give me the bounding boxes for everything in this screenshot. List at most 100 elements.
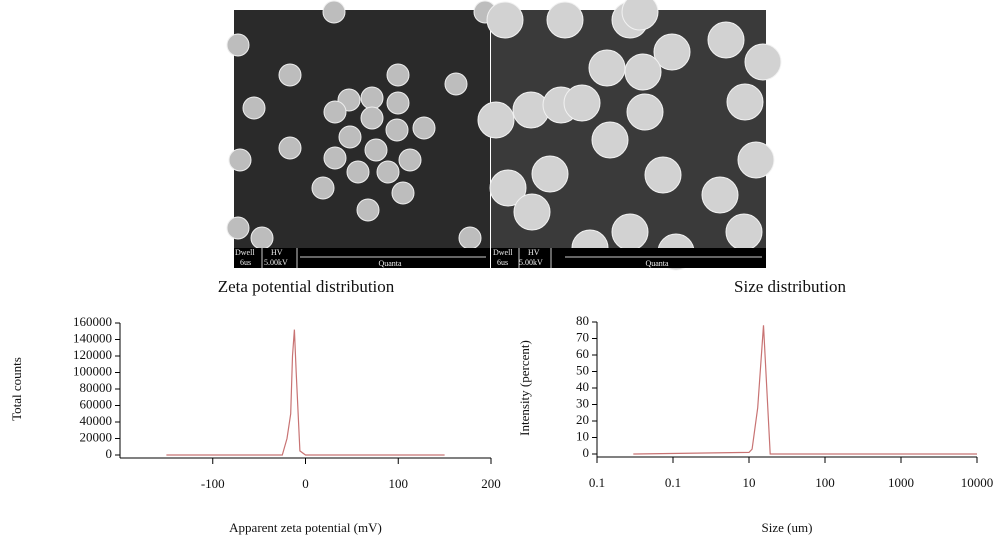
particle bbox=[338, 125, 362, 149]
hv: 5.00kV bbox=[519, 258, 543, 267]
y-tick-label: 140000 bbox=[73, 330, 112, 345]
dwell: 6us bbox=[497, 258, 508, 267]
particle bbox=[360, 106, 384, 130]
hv: 5.00kV bbox=[264, 258, 288, 267]
particle bbox=[726, 83, 764, 121]
y-tick-label: 120000 bbox=[73, 347, 112, 362]
y-axis-label: Intensity (percent) bbox=[517, 340, 532, 436]
particle bbox=[250, 226, 274, 250]
scale: 20um bbox=[648, 248, 667, 257]
particle bbox=[624, 53, 662, 91]
y-tick-label: 40000 bbox=[80, 413, 113, 428]
x-axis-label: Size (um) bbox=[762, 520, 813, 535]
particle bbox=[323, 146, 347, 170]
series-line bbox=[166, 329, 445, 456]
particle bbox=[458, 226, 482, 250]
particle bbox=[588, 49, 626, 87]
x-tick-label: 1000 bbox=[888, 475, 914, 490]
particle bbox=[563, 84, 601, 122]
y-tick-label: 70 bbox=[576, 329, 589, 344]
particle bbox=[228, 148, 252, 172]
y-tick-label: 60000 bbox=[80, 396, 113, 411]
y-tick-label: 40 bbox=[576, 379, 589, 394]
particle bbox=[226, 216, 250, 240]
x-tick-label: 200 bbox=[481, 476, 501, 491]
particle bbox=[242, 96, 266, 120]
x-tick-label: 10000 bbox=[961, 475, 994, 490]
particle bbox=[364, 138, 388, 162]
y-tick-label: 100000 bbox=[73, 363, 112, 378]
particle bbox=[513, 193, 551, 231]
x-axis-label: Apparent zeta potential (mV) bbox=[229, 520, 382, 535]
particle bbox=[226, 33, 250, 57]
y-tick-label: 20 bbox=[576, 412, 589, 427]
y-tick-label: 80000 bbox=[80, 380, 113, 395]
particle bbox=[398, 148, 422, 172]
instrument: Quanta bbox=[645, 259, 669, 268]
x-tick-label: 10 bbox=[743, 475, 756, 490]
x-tick-label: 0 bbox=[302, 476, 309, 491]
x-tick-label: 0.1 bbox=[589, 475, 605, 490]
particle bbox=[278, 63, 302, 87]
particle bbox=[477, 101, 515, 139]
sem-background bbox=[234, 10, 490, 268]
particle bbox=[444, 72, 468, 96]
dwell-label: Dwell bbox=[235, 248, 255, 257]
particle bbox=[322, 0, 346, 24]
particle bbox=[412, 116, 436, 140]
particle bbox=[376, 160, 400, 184]
instrument: Quanta bbox=[378, 259, 402, 268]
particle bbox=[486, 1, 524, 39]
hv-label: HV bbox=[271, 248, 283, 257]
y-tick-label: 160000 bbox=[73, 314, 112, 329]
particle bbox=[386, 91, 410, 115]
particle bbox=[737, 141, 775, 179]
sem-image-left: Dwell 6us HV 5.00kV 50um Quanta bbox=[226, 0, 497, 268]
particle bbox=[626, 93, 664, 131]
particle bbox=[653, 33, 691, 71]
series-line bbox=[633, 325, 977, 455]
particles bbox=[226, 0, 497, 250]
particle bbox=[278, 136, 302, 160]
y-tick-label: 80 bbox=[576, 313, 589, 328]
particle bbox=[744, 43, 782, 81]
y-tick-label: 0 bbox=[106, 446, 113, 461]
particle bbox=[386, 63, 410, 87]
particle bbox=[707, 21, 745, 59]
y-tick-label: 20000 bbox=[80, 429, 113, 444]
particle bbox=[385, 118, 409, 142]
y-tick-label: 50 bbox=[576, 362, 589, 377]
chart-title: Size distribution bbox=[734, 277, 846, 296]
particle bbox=[546, 1, 584, 39]
dwell-label: Dwell bbox=[493, 248, 513, 257]
particle bbox=[356, 198, 380, 222]
sem-footer bbox=[234, 248, 490, 268]
particle bbox=[323, 100, 347, 124]
particle bbox=[644, 156, 682, 194]
particle bbox=[391, 181, 415, 205]
y-axis-label: Total counts bbox=[9, 357, 24, 421]
scale: 50um bbox=[378, 248, 397, 257]
y-tick-label: 10 bbox=[576, 428, 589, 443]
x-tick-label: 0.1 bbox=[665, 475, 681, 490]
particle bbox=[611, 213, 649, 251]
y-tick-label: 30 bbox=[576, 395, 589, 410]
particle bbox=[591, 121, 629, 159]
dwell: 6us bbox=[240, 258, 251, 267]
particle bbox=[489, 169, 527, 207]
sem-image-right: Dwell 6us HV 5.00kV 20um Quanta bbox=[477, 0, 782, 271]
x-tick-label: -100 bbox=[201, 476, 225, 491]
particle bbox=[701, 176, 739, 214]
particle bbox=[346, 160, 370, 184]
x-tick-label: 100 bbox=[389, 476, 409, 491]
sem-footer bbox=[491, 248, 766, 268]
particle bbox=[621, 0, 659, 31]
chart-title: Zeta potential distribution bbox=[218, 277, 395, 296]
particle bbox=[531, 155, 569, 193]
particle bbox=[725, 213, 763, 251]
y-tick-label: 0 bbox=[583, 445, 590, 460]
particles bbox=[477, 0, 782, 271]
y-tick-label: 60 bbox=[576, 346, 589, 361]
x-tick-label: 100 bbox=[815, 475, 835, 490]
